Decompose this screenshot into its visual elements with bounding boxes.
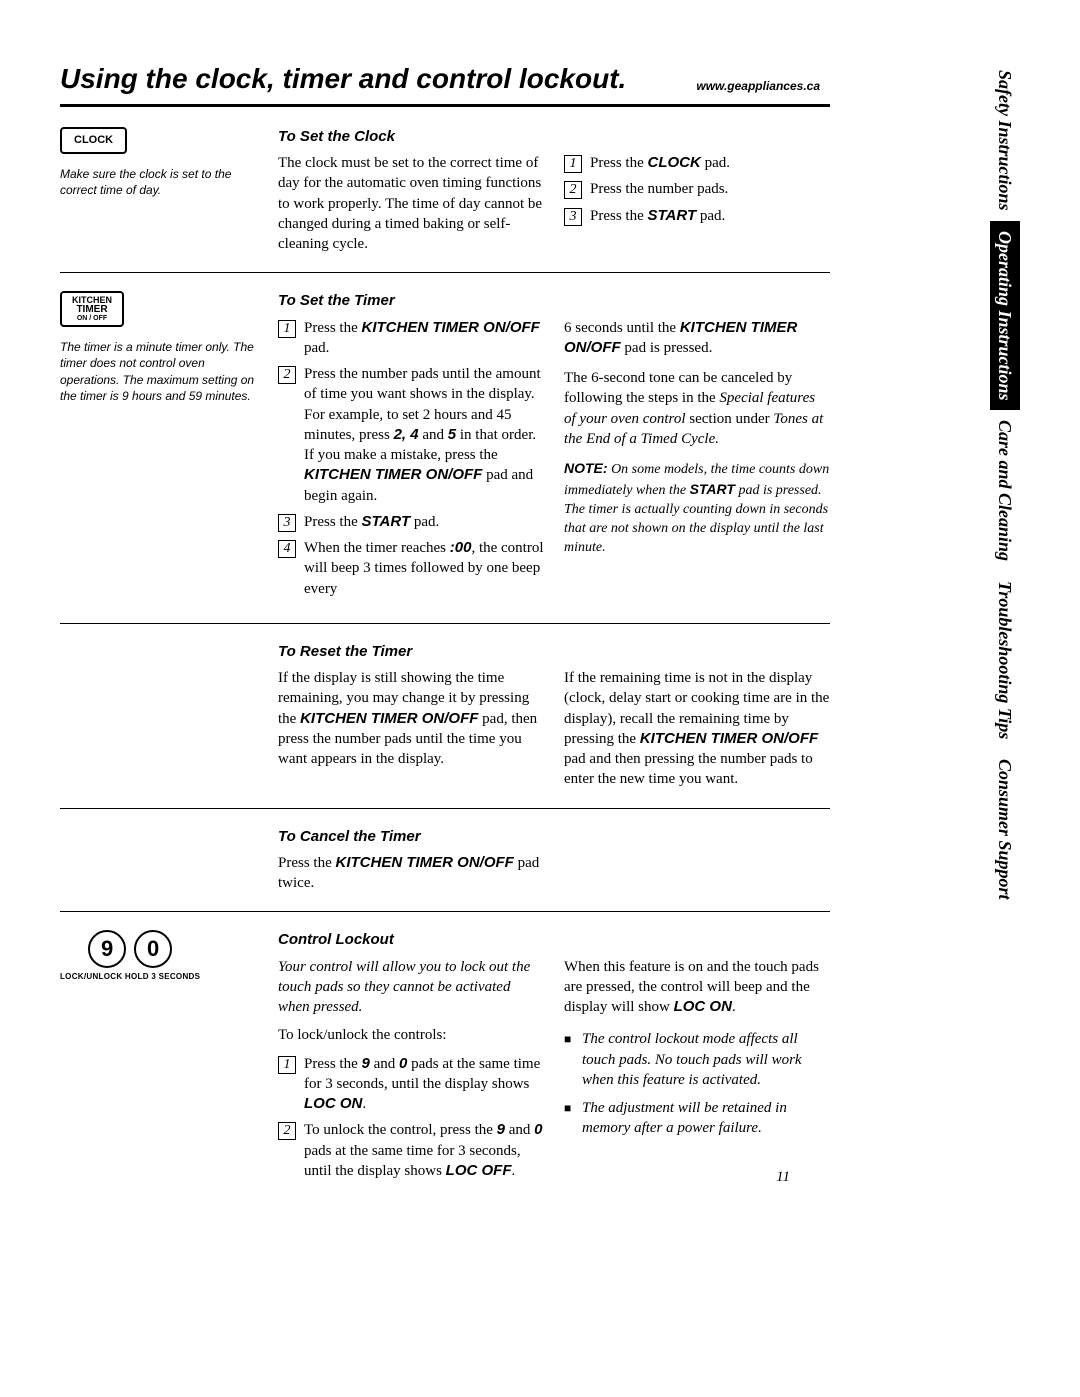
tab-operating[interactable]: Operating Instructions — [990, 221, 1020, 411]
lockout-left: Your control will allow you to lock out … — [278, 957, 544, 1188]
tab-safety[interactable]: Safety Instructions — [990, 60, 1020, 221]
step-num: 3 — [564, 208, 582, 226]
timer-caption: The timer is a minute timer only. The ti… — [60, 339, 260, 404]
clock-heading: To Set the Clock — [278, 127, 830, 147]
tab-consumer[interactable]: Consumer Support — [990, 749, 1020, 910]
page-content: Using the clock, timer and control locko… — [60, 60, 830, 1187]
lockout-illustration: 9 0 LOCK/UNLOCK HOLD 3 SECONDS — [60, 930, 260, 1187]
lockout-bullets: The control lockout mode affects all tou… — [564, 1029, 830, 1138]
cancel-heading: To Cancel the Timer — [278, 827, 830, 847]
lock-pad-0: 0 — [134, 930, 172, 968]
step-text: Press the number pads. — [590, 179, 830, 199]
step-text: Press the START pad. — [590, 206, 830, 226]
timer-steps-left: 1Press the KITCHEN TIMER ON/OFF pad. 2Pr… — [278, 318, 544, 605]
step-num: 1 — [564, 155, 582, 173]
section-lockout: 9 0 LOCK/UNLOCK HOLD 3 SECONDS Control L… — [60, 930, 830, 1187]
clock-button-icon: CLOCK — [60, 127, 127, 154]
reset-left: If the display is still showing the time… — [278, 668, 544, 790]
clock-illustration: CLOCK Make sure the clock is set to the … — [60, 127, 260, 255]
tab-troubleshooting[interactable]: Troubleshooting Tips — [990, 571, 1020, 749]
side-tabs: Safety Instructions Operating Instructio… — [990, 60, 1020, 910]
step-text: Press the CLOCK pad. — [590, 153, 830, 173]
cancel-text: Press the KITCHEN TIMER ON/OFF pad twice… — [278, 853, 544, 894]
rule-thin — [60, 272, 830, 273]
tab-care[interactable]: Care and Cleaning — [990, 410, 1020, 571]
section-timer: KITCHEN TIMER ON / OFF The timer is a mi… — [60, 291, 830, 605]
timer-illustration: KITCHEN TIMER ON / OFF The timer is a mi… — [60, 291, 260, 605]
lock-pad-9: 9 — [88, 930, 126, 968]
rule-thin — [60, 911, 830, 912]
page-number: 11 — [776, 1167, 790, 1187]
clock-caption: Make sure the clock is set to the correc… — [60, 166, 260, 198]
lock-caption: LOCK/UNLOCK HOLD 3 SECONDS — [60, 972, 200, 983]
section-clock: CLOCK Make sure the clock is set to the … — [60, 127, 830, 255]
clock-intro: The clock must be set to the correct tim… — [278, 153, 544, 254]
timer-right: 6 seconds until the KITCHEN TIMER ON/OFF… — [564, 318, 830, 605]
rule-thick — [60, 104, 830, 107]
lockout-right: When this feature is on and the touch pa… — [564, 957, 830, 1188]
reset-heading: To Reset the Timer — [278, 642, 830, 662]
rule-thin — [60, 808, 830, 809]
section-cancel: To Cancel the Timer Press the KITCHEN TI… — [60, 827, 830, 894]
rule-thin — [60, 623, 830, 624]
step-num: 2 — [564, 181, 582, 199]
page-url: www.geappliances.ca — [696, 78, 820, 94]
timer-button-icon: KITCHEN TIMER ON / OFF — [60, 291, 124, 327]
clock-steps: 1 Press the CLOCK pad. 2 Press the number … — [564, 153, 830, 254]
timer-heading: To Set the Timer — [278, 291, 830, 311]
section-reset: To Reset the Timer If the display is sti… — [60, 642, 830, 790]
reset-right: If the remaining time is not in the disp… — [564, 668, 830, 790]
lockout-heading: Control Lockout — [278, 930, 830, 950]
